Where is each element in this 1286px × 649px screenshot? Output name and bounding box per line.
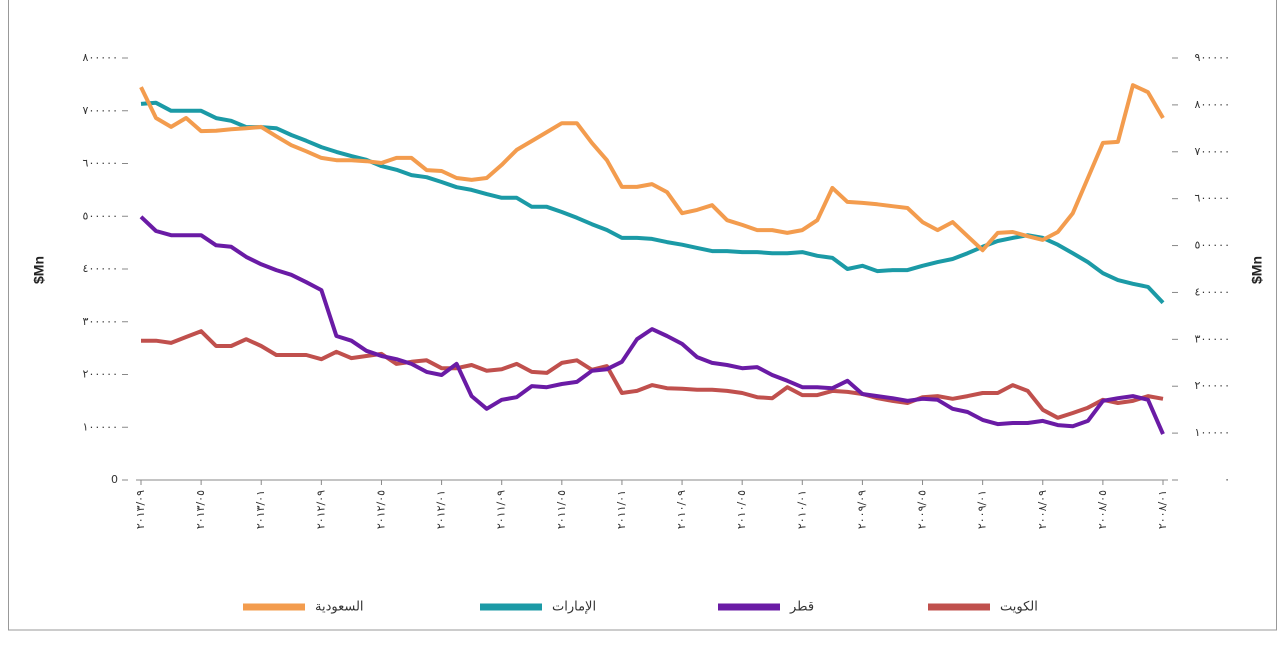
series-line — [139, 83, 1165, 253]
y2-tick-label: ٨٠٠٠٠٠ — [1195, 98, 1230, 111]
x-tick-label: ٢٠١١/٠٩ — [495, 490, 508, 529]
y-tick-label: ١٠٠٠٠٠ — [83, 420, 118, 433]
y2-tick-label: ٦٠٠٠٠٠ — [1195, 192, 1230, 205]
x-tick-label: ٢٠١١/٠١ — [615, 490, 628, 529]
y-tick-label: ٨٠٠٠٠٠ — [83, 51, 118, 64]
x-tick-label: ٢٠١٠/٠٩ — [675, 490, 688, 529]
x-tick-label: ٢٠٠٨/٠٥ — [1096, 490, 1109, 529]
series-line — [140, 100, 1165, 305]
x-tick-label: ٢٠٠٨/٠١ — [1156, 490, 1169, 529]
y-tick-label: ٣٠٠٠٠٠ — [83, 315, 118, 328]
y-tick-label: ٥٠٠٠٠٠ — [83, 209, 118, 222]
legend-label: الكويت — [1000, 600, 1038, 615]
y2-tick-label: ٢٠٠٠٠٠ — [1195, 379, 1230, 392]
x-tick-label: ٢٠٠٩/٠٥ — [916, 490, 929, 529]
y-tick-label: ٢٠٠٠٠٠ — [83, 368, 118, 381]
legend-label: السعودية — [315, 600, 364, 615]
x-tick-label: ٢٠١٠/٠٥ — [735, 490, 748, 529]
y2-tick-label: ٣٠٠٠٠٠ — [1195, 332, 1230, 345]
x-tick-label: ٢٠١١/٠٥ — [555, 490, 568, 529]
x-tick-label: ٢٠٠٩/٠٩ — [855, 490, 868, 529]
x-tick-label: ٢٠١٠/٠١ — [795, 490, 808, 529]
legend-label: قطر — [789, 600, 814, 615]
x-tick-label: ٢٠٠٩/٠١ — [976, 490, 989, 529]
x-tick-label: ٢٠٠٨/٠٩ — [1036, 490, 1049, 529]
x-tick-label: ٢٠١٢/٠١ — [435, 490, 448, 529]
y-axis-label: $Mn — [31, 256, 47, 284]
series-line — [141, 329, 1164, 420]
frame — [8, 0, 1277, 631]
y-tick-label: ٦٠٠٠٠٠ — [83, 157, 118, 170]
y2-tick-label: ٩٠٠٠٠٠ — [1195, 51, 1230, 64]
x-tick-label: ٢٠١٣/٠٩ — [134, 490, 147, 529]
y-tick-label: ٤٠٠٠٠٠ — [83, 262, 118, 275]
legend-label: الإمارات — [552, 600, 596, 615]
y-tick-label: 0 — [111, 473, 118, 486]
x-tick-label: ٢٠١٢/٠٥ — [374, 490, 387, 529]
series-line — [139, 215, 1165, 435]
y2-tick-label: ٥٠٠٠٠٠ — [1195, 239, 1230, 252]
y2-axis-label: $Mn — [1249, 256, 1265, 284]
y2-tick-label: ٤٠٠٠٠٠ — [1195, 285, 1230, 298]
x-tick-label: ٢٠١٣/٠٥ — [194, 490, 207, 529]
y-tick-label: ٧٠٠٠٠٠ — [83, 104, 118, 117]
y2-tick-label: ٧٠٠٠٠٠ — [1195, 145, 1230, 158]
x-tick-label: ٢٠١٣/٠١ — [254, 490, 267, 529]
x-tick-label: ٢٠١٢/٠٩ — [314, 490, 327, 529]
y2-tick-label: ٠ — [1224, 473, 1230, 486]
y2-tick-label: ١٠٠٠٠٠ — [1195, 426, 1230, 439]
